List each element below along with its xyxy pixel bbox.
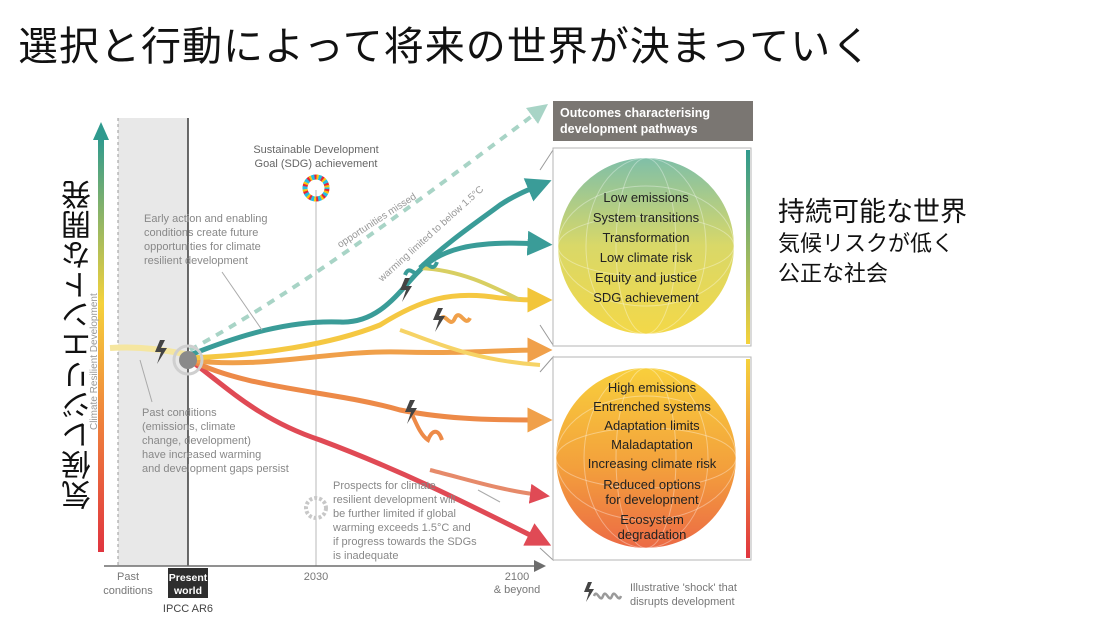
bad-outcome-3: Maladaptation: [611, 437, 693, 452]
slide-title: 選択と行動によって将来の世界が決まっていく: [18, 24, 873, 70]
lightning-icon: [584, 582, 594, 602]
y-axis-arrow-up: [93, 122, 109, 140]
right-note-main: 持続可能な世界: [778, 197, 967, 228]
bad-outcomes-color-bar: [746, 359, 750, 558]
prospects-line4: warming exceeds 1.5°C and: [332, 522, 471, 534]
lightning-icon: [155, 340, 167, 364]
present-node-ring: [172, 344, 204, 376]
bad-outcome-8: degradation: [618, 527, 687, 542]
bad-outcome-7: Ecosystem: [620, 512, 684, 527]
sdg-label-line1: Sustainable Development: [253, 144, 378, 156]
x-label-ipcc: IPCC AR6: [163, 603, 213, 615]
past-conditions-note: Past conditions (emissions, climate chan…: [139, 359, 289, 475]
x-label-present-line2: world: [173, 585, 202, 597]
path-red-upper: [429, 468, 550, 504]
good-outcome-0: Low emissions: [603, 190, 689, 205]
bad-outcome-0: High emissions: [608, 380, 697, 395]
prospects-line2: resilient development will: [333, 494, 455, 506]
early-action-line4: resilient development: [144, 255, 248, 267]
shock-legend-line1: Illustrative 'shock' that: [630, 582, 737, 594]
good-outcome-4: Equity and justice: [595, 270, 697, 285]
past-note-line2: (emissions, climate: [142, 421, 236, 433]
past-note-line1: Past conditions: [142, 407, 217, 419]
shock-orange-wave: [408, 409, 444, 443]
good-outcomes-color-bar: [746, 150, 750, 344]
outcomes-header-box: [553, 101, 753, 141]
sdg-label-line2: Goal (SDG) achievement: [255, 158, 378, 170]
shock-teal-wave: [403, 261, 439, 276]
outcomes-header-line2: development pathways: [560, 122, 698, 136]
past-region: [118, 118, 188, 566]
path-opportunities-missed: [189, 104, 549, 352]
outcomes-header-line1: Outcomes characterising: [560, 106, 710, 120]
past-note-line5: and development gaps persist: [142, 463, 289, 475]
bad-outcome-5: Reduced options: [603, 477, 701, 492]
early-action-line2: conditions create future: [144, 227, 258, 239]
path-teal-split: [419, 266, 521, 302]
path-yellow: [189, 287, 553, 361]
path-yellow-low: [399, 328, 541, 367]
lightning-icon: [405, 400, 417, 424]
present-world-box: [168, 568, 208, 598]
bad-outcome-2: Adaptation limits: [604, 418, 700, 433]
right-note-sub2: 公正な社会: [778, 262, 889, 287]
early-action-line1: Early action and enabling: [144, 213, 268, 225]
good-outcome-5: SDG achievement: [593, 290, 699, 305]
y-axis-label: Climate Resilient Development: [89, 293, 100, 430]
past-note-line3: change, development): [142, 435, 251, 447]
bad-outcome-1: Entrenched systems: [593, 399, 711, 414]
early-action-line3: opportunities for climate: [144, 241, 261, 253]
shock-yellow-wave: [438, 313, 472, 324]
sdg-wheel-gray-icon: [304, 496, 328, 520]
x-label-2100-line1: 2100: [505, 571, 529, 583]
prospects-line5: if progress towards the SDGs: [333, 536, 477, 548]
good-outcome-1: System transitions: [593, 210, 700, 225]
x-label-past-line1: Past: [117, 571, 139, 583]
lightning-icon: [433, 308, 445, 332]
right-note-sub1: 気候リスクが低く: [778, 232, 955, 257]
sdg-wheel-icon: [302, 174, 330, 202]
prospects-note: Prospects for climate resilient developm…: [332, 480, 501, 562]
y-axis-bar: [98, 138, 104, 552]
x-label-present-line1: Present: [169, 572, 208, 584]
right-note: 持続可能な世界 気候リスクが低く 公正な社会: [778, 196, 967, 290]
shock-wave-icon: [592, 592, 623, 600]
path-orange-low: [188, 357, 553, 433]
bad-globe: [556, 368, 736, 548]
path-red: [188, 358, 552, 546]
shock-legend: Illustrative 'shock' that disrupts devel…: [584, 582, 737, 608]
x-label-past-line2: conditions: [103, 585, 153, 597]
path-orange-mid: [189, 337, 553, 366]
bad-outcome-6: for development: [605, 492, 699, 507]
bad-outcomes-panel: High emissions Entrenched systems Adapta…: [539, 355, 752, 562]
past-note-line4: have increased warming: [142, 449, 261, 461]
path-teal-high: [418, 178, 552, 270]
good-outcome-2: Transformation: [603, 230, 690, 245]
bad-outcome-4: Increasing climate risk: [588, 456, 717, 471]
path-teal-low: [189, 230, 553, 358]
present-node: [179, 351, 197, 369]
good-outcome-3: Low climate risk: [600, 250, 693, 265]
good-globe: [558, 158, 734, 334]
prospects-line1: Prospects for climate: [333, 480, 436, 492]
shock-legend-line2: disrupts development: [630, 596, 735, 608]
prospects-line3: be further limited if global: [333, 508, 456, 520]
good-outcomes-panel: Low emissions System transitions Transfo…: [539, 147, 752, 347]
prospects-line6: is inadequate: [333, 550, 398, 562]
early-action-note: Early action and enabling conditions cre…: [144, 213, 268, 331]
lightning-icon: [400, 278, 412, 302]
x-label-2030: 2030: [304, 571, 328, 583]
opportunities-missed-label: opportunities missed: [336, 191, 419, 250]
x-label-2100-line2: & beyond: [494, 584, 540, 596]
